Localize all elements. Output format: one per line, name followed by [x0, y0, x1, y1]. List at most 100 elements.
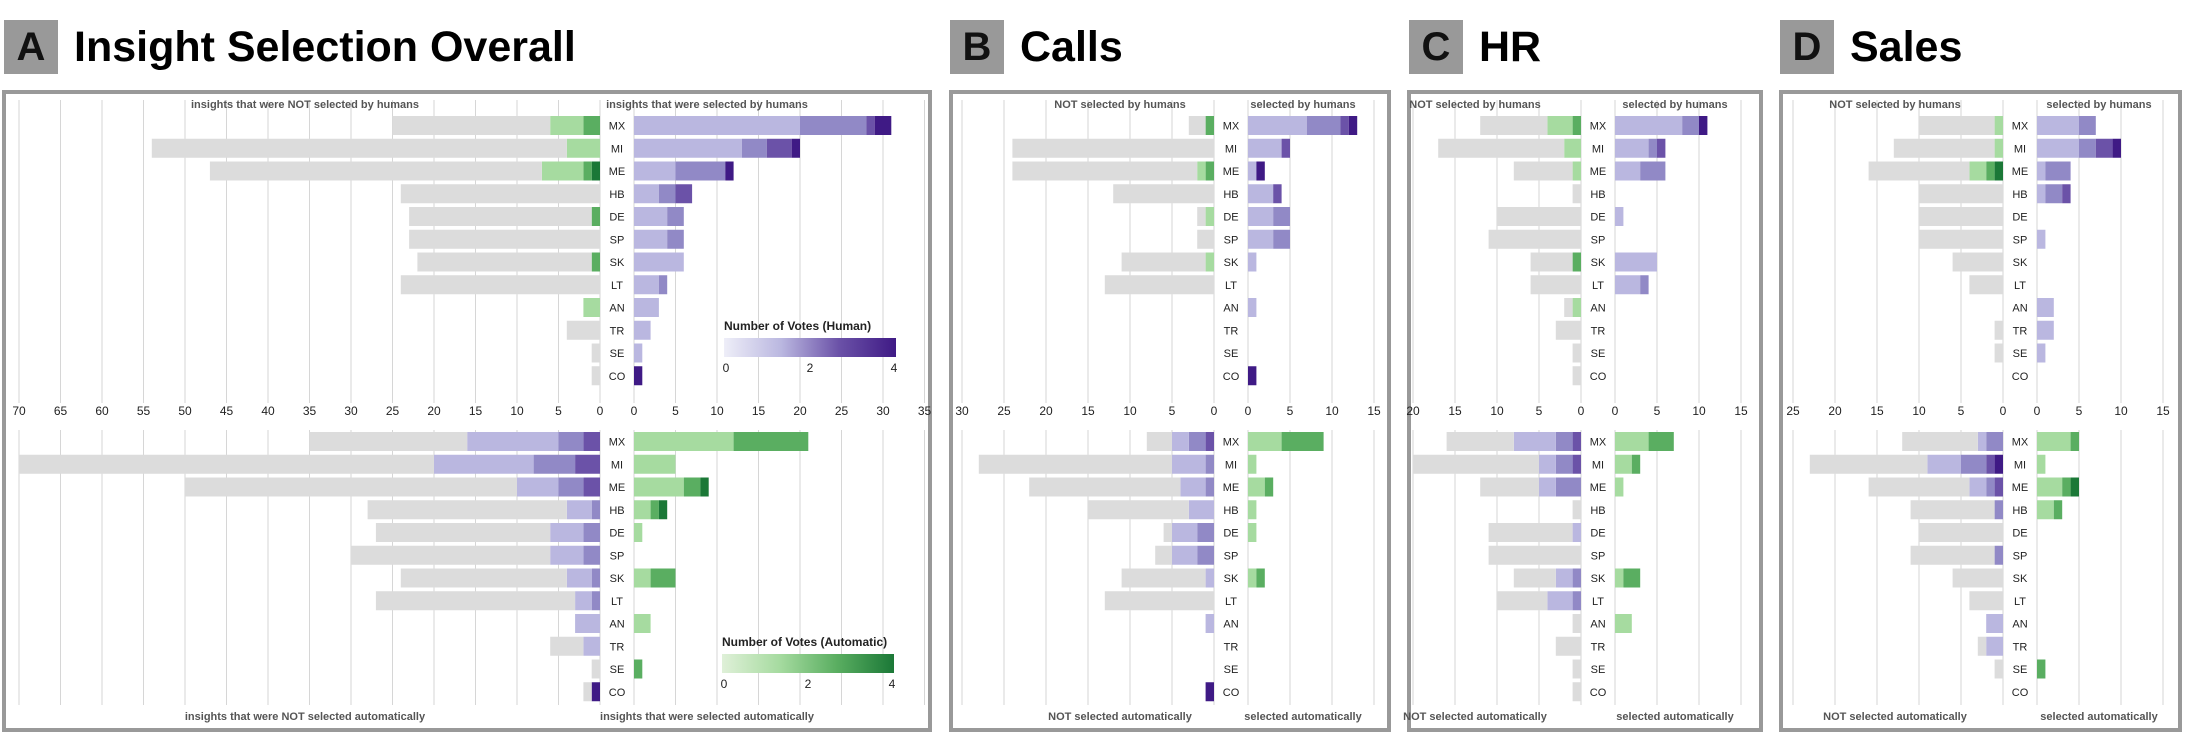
- bar-segment: [1273, 229, 1290, 249]
- bar-segment: [1555, 432, 1573, 451]
- bar-segment: [1530, 252, 1573, 272]
- category-label: LT: [1592, 280, 1604, 292]
- x-tick-label: 35: [303, 404, 317, 418]
- bar-segment: [634, 298, 659, 317]
- bar-segment: [1572, 432, 1581, 451]
- bar-segment: [1256, 568, 1265, 588]
- category-label: HB: [1223, 505, 1238, 517]
- bar-segment: [1615, 138, 1649, 158]
- category-label: AN: [1590, 303, 1605, 315]
- bar-segment: [1919, 523, 2003, 542]
- bar-segment: [1910, 545, 1995, 565]
- category-label: SP: [1224, 234, 1239, 246]
- bar-segment: [1868, 477, 1970, 497]
- bar-segment: [591, 659, 600, 679]
- x-tick-label: 10: [1123, 404, 1137, 418]
- bar-segment: [1248, 298, 1257, 317]
- x-tick-label: 5: [672, 404, 679, 418]
- category-label: ME: [2012, 166, 2029, 178]
- bar-segment: [1969, 275, 2003, 295]
- bar-segment: [1205, 161, 1214, 181]
- bar-segment: [658, 500, 668, 520]
- x-tick-label: 20: [1406, 404, 1420, 418]
- category-label: SE: [610, 348, 625, 360]
- bar-segment: [1572, 591, 1581, 611]
- bar-segment: [1281, 138, 1290, 158]
- category-label: HB: [2012, 505, 2027, 517]
- bar-segment: [1572, 366, 1581, 386]
- x-tick-label: 10: [510, 404, 524, 418]
- bar-segment: [400, 184, 600, 204]
- bar-segment: [583, 116, 600, 135]
- bar-segment: [1172, 545, 1198, 565]
- bar-segment: [1572, 523, 1581, 542]
- legend-human-tick: 2: [807, 361, 814, 375]
- bar-segment: [800, 116, 867, 135]
- category-label: TR: [2013, 641, 2028, 653]
- bar-segment: [541, 161, 584, 181]
- bar-segment: [634, 229, 668, 249]
- bar-segment: [1480, 116, 1548, 135]
- category-label: DE: [609, 212, 624, 224]
- bar-segment: [2037, 138, 2079, 158]
- bar-segment: [583, 161, 592, 181]
- bar-segment: [1088, 500, 1189, 520]
- bar-segment: [658, 275, 668, 295]
- panel-a-header: A Insight Selection Overall: [4, 18, 576, 76]
- panel-c-header: C HR: [1409, 18, 1541, 76]
- bar-segment: [1564, 298, 1573, 317]
- bar-segment: [1615, 275, 1641, 295]
- category-label: ME: [609, 166, 626, 178]
- x-tick-label: 25: [386, 404, 400, 418]
- category-label: TR: [610, 325, 625, 337]
- bar-segment: [1488, 523, 1573, 542]
- bar-segment: [2037, 477, 2063, 497]
- bar-segment: [1555, 320, 1581, 340]
- bar-segment: [1306, 116, 1341, 135]
- legend-human-bar: [724, 338, 896, 357]
- bar-segment: [1994, 116, 2003, 135]
- bar-segment: [1248, 161, 1257, 181]
- x-tick-label: 0: [1211, 404, 1218, 418]
- bar-segment: [1868, 161, 1970, 181]
- bar-segment: [2037, 432, 2071, 451]
- bar-segment: [558, 432, 584, 451]
- section-label-top-left: NOT selected by humans: [1054, 99, 1185, 111]
- x-tick-label: 0: [2000, 404, 2007, 418]
- panel-d-letter: D: [1780, 20, 1834, 74]
- bar-segment: [1615, 432, 1649, 451]
- category-label: TR: [1224, 641, 1239, 653]
- section-label-top-right: selected by humans: [1250, 99, 1355, 111]
- bar-segment: [1615, 454, 1632, 474]
- category-label: CO: [609, 371, 626, 383]
- bar-segment: [1615, 207, 1624, 226]
- bar-segment: [1986, 454, 1995, 474]
- bar-segment: [1488, 229, 1581, 249]
- bar-segment: [1256, 161, 1265, 181]
- bar-segment: [1952, 252, 2003, 272]
- x-tick-label: 10: [1490, 404, 1504, 418]
- bar-segment: [741, 138, 767, 158]
- bar-segment: [1994, 659, 2003, 679]
- bar-segment: [1539, 477, 1556, 497]
- bar-segment: [1281, 432, 1324, 451]
- x-tick-label: 20: [1828, 404, 1842, 418]
- bar-segment: [634, 343, 643, 363]
- x-tick-label: 25: [835, 404, 849, 418]
- bar-segment: [1994, 343, 2003, 363]
- panel-a-frame: [2, 90, 932, 732]
- bar-segment: [1615, 116, 1683, 135]
- category-label: DE: [1223, 528, 1238, 540]
- category-label: MI: [611, 143, 623, 155]
- category-label: SP: [2013, 550, 2028, 562]
- legend-automatic-title: Number of Votes (Automatic): [722, 635, 887, 649]
- bar-segment: [1248, 432, 1282, 451]
- x-tick-label: 5: [1169, 404, 1176, 418]
- x-tick-label: 65: [54, 404, 68, 418]
- bar-segment: [1564, 138, 1581, 158]
- bar-segment: [1273, 207, 1290, 226]
- bar-segment: [1919, 229, 2003, 249]
- panel-b-letter: B: [950, 20, 1004, 74]
- bar-segment: [392, 116, 551, 135]
- bar-segment: [591, 568, 600, 588]
